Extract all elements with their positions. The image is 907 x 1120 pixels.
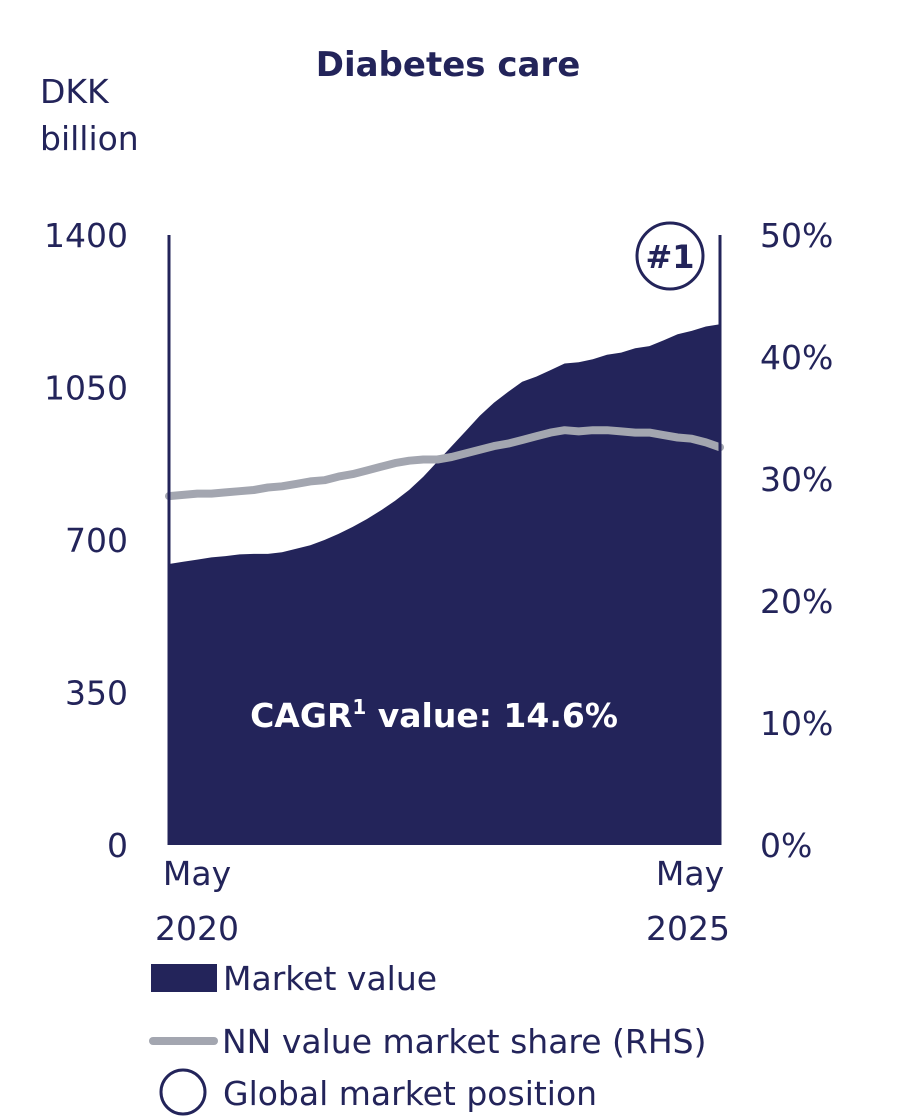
y-tick-label: 350 bbox=[65, 674, 128, 713]
legend-position-label: Global market position bbox=[223, 1074, 597, 1113]
legend-market-share-label: NN value market share (RHS) bbox=[222, 1022, 707, 1061]
market-position-badge bbox=[635, 221, 705, 291]
legend-position-circle-icon bbox=[159, 1068, 207, 1116]
cagr-superscript: 1 bbox=[352, 695, 366, 719]
legend-market-value-swatch bbox=[151, 964, 217, 992]
y-tick-label: 700 bbox=[65, 521, 128, 560]
market-share-line bbox=[165, 426, 724, 501]
y-axis-label-line1: DKK bbox=[40, 72, 110, 111]
y2-tick-label: 40% bbox=[760, 338, 833, 377]
y-tick-label: 0 bbox=[107, 826, 128, 865]
x-start-month: May bbox=[163, 854, 231, 893]
y-tick-label: 1050 bbox=[44, 369, 128, 408]
market-position-label: #1 bbox=[645, 238, 694, 276]
y2-tick-label: 50% bbox=[760, 216, 833, 255]
cagr-prefix: CAGR bbox=[250, 696, 352, 735]
cagr-suffix: value: 14.6% bbox=[366, 696, 618, 735]
legend-market-value-label: Market value bbox=[223, 959, 437, 998]
x-end-month: May bbox=[656, 854, 724, 893]
y-tick-label: 1400 bbox=[44, 216, 128, 255]
y2-tick-label: 10% bbox=[760, 704, 833, 743]
x-start-year: 2020 bbox=[155, 909, 239, 948]
y2-tick-label: 0% bbox=[760, 826, 812, 865]
y-axis-label-line2: billion bbox=[40, 119, 139, 158]
x-end-year: 2025 bbox=[646, 909, 730, 948]
y2-tick-label: 30% bbox=[760, 460, 833, 499]
y2-tick-label: 20% bbox=[760, 582, 833, 621]
chart-title: Diabetes care bbox=[316, 45, 581, 85]
cagr-annotation: CAGR1 value: 14.6% bbox=[250, 695, 618, 735]
market-value-area bbox=[169, 324, 720, 845]
